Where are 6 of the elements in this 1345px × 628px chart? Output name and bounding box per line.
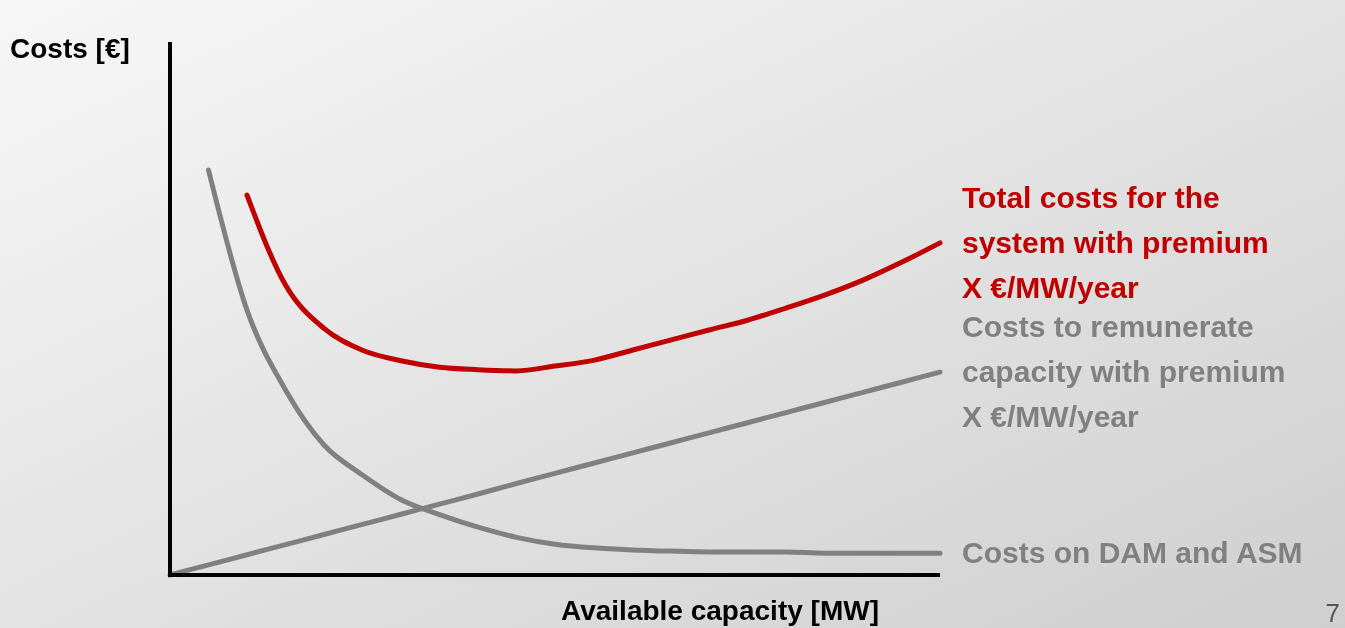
y-axis-title: Costs [€] — [10, 33, 130, 64]
series-label: Costs on DAM and ASM — [962, 536, 1303, 570]
text: 7 — [1325, 598, 1340, 628]
series-label: Total costs for the system with premium X €/MW/year — [962, 180, 1269, 304]
series-label: Costs to remunerate capacity with premium X €/MW/year — [962, 310, 1286, 434]
x-axis-title: Available capacity [MW] — [561, 595, 879, 626]
